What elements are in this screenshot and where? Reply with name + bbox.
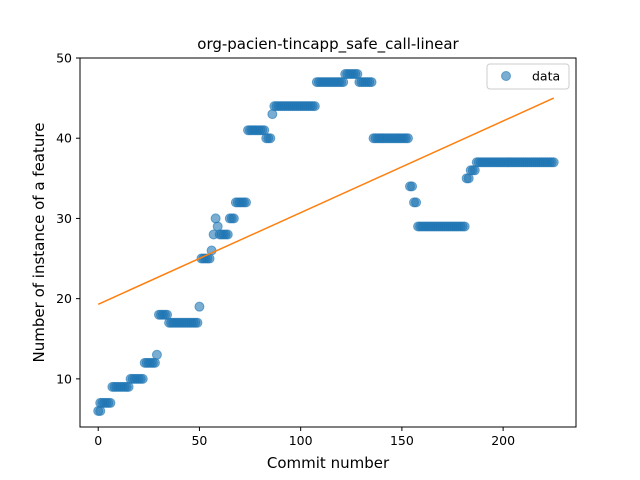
x-tick-label: 200 [491, 433, 515, 448]
data-point [242, 198, 251, 207]
data-point [193, 318, 202, 327]
x-axis-label: Commit number [267, 454, 390, 472]
data-point [460, 222, 469, 231]
y-axis-label: Number of instance of a feature [30, 123, 48, 363]
data-point [211, 214, 220, 223]
data-point [412, 198, 421, 207]
data-point [229, 214, 238, 223]
x-tick-label: 100 [289, 433, 313, 448]
x-tick-label: 50 [191, 433, 207, 448]
legend-marker-data [502, 72, 511, 81]
legend: data [487, 64, 569, 89]
data-point [310, 102, 319, 111]
data-point [266, 134, 275, 143]
y-tick-label: 30 [56, 211, 72, 226]
x-tick-label: 0 [94, 433, 102, 448]
data-point [150, 358, 159, 367]
data-point [223, 230, 232, 239]
data-point [138, 374, 147, 383]
data-point [367, 78, 376, 87]
data-point [195, 302, 204, 311]
y-tick-label: 20 [56, 291, 72, 306]
y-tick-label: 10 [56, 371, 72, 386]
chart-title: org-pacien-tincapp_safe_call-linear [197, 35, 459, 54]
data-point [408, 182, 417, 191]
data-point [152, 350, 161, 359]
data-point [106, 398, 115, 407]
data-point [403, 134, 412, 143]
legend-label-data: data [532, 69, 560, 84]
y-tick-label: 50 [56, 51, 72, 66]
x-tick-label: 150 [390, 433, 414, 448]
data-point [549, 158, 558, 167]
y-tick-label: 40 [56, 131, 72, 146]
